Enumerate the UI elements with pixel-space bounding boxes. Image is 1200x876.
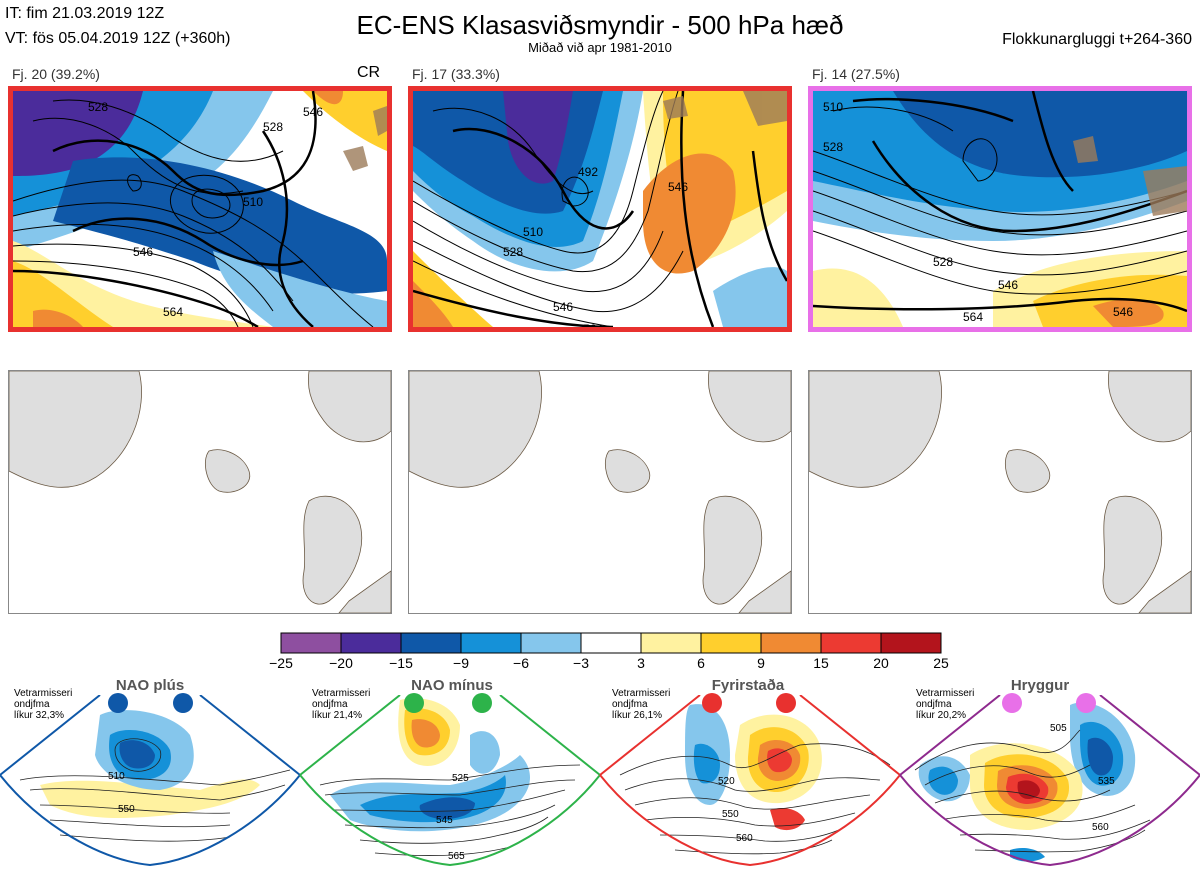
colorbar-swatches [280,632,942,654]
colorbar-swatch [400,632,462,654]
colorbar-swatch [520,632,582,654]
regime-2-contour: 565 [448,851,465,862]
contour-label: 510 [823,100,843,114]
regime-title-blocking: Fyrirstaða [711,677,785,694]
regime-map-nao-minus [299,694,602,867]
regime-map-nao-plus [0,694,302,867]
contour-label: 528 [503,245,523,259]
regime-3-contour: 520 [718,776,735,787]
contour-label: 510 [523,225,543,239]
regime-1-contour: 510 [108,771,125,782]
panel-3-label: Fj. 14 (27.5%) [812,66,900,82]
contour-label: 528 [88,100,108,114]
colorbar-tick-label: −3 [573,655,589,671]
regime-2-contour: 545 [436,815,453,826]
regime-dot [776,693,796,713]
regime-dot [702,693,722,713]
regime-4-contour: 560 [1092,822,1109,833]
contour-label: 546 [133,245,153,259]
colorbar-swatch [280,632,342,654]
colorbar-tick-label: −20 [329,655,353,671]
contour-label: 564 [163,305,183,319]
panel-1-tag: CR [357,64,381,81]
basemap-2 [408,370,792,614]
colorbar-tick-label: 15 [813,655,829,671]
contour-label: 528 [933,255,953,269]
regime-info-nao-plus: Vetrarmisseri ondjfma líkur 32,3% [14,688,73,721]
panel-1-label: Fj. 20 (39.2%) [12,66,100,82]
colorbar-tick-label: −6 [513,655,529,671]
cluster-map-3: 510 528 546 564 528 546 [808,86,1192,332]
page-subtitle: Miðað við apr 1981-2010 [528,40,672,55]
regime-3-contour: 550 [722,809,739,820]
regime-dot [404,693,424,713]
panel-2-label: Fj. 17 (33.3%) [412,66,500,82]
basemap-1 [8,370,392,614]
contour-label: 546 [553,300,573,314]
regime-map-blocking [599,694,902,867]
regime-info-nao-minus: Vetrarmisseri ondjfma líkur 21,4% [312,688,371,721]
colorbar-swatch [460,632,522,654]
contour-label: 564 [963,310,983,324]
colorbar-tick-label: 25 [933,655,949,671]
regime-dot [173,693,193,713]
regime-info-blocking: Vetrarmisseri ondjfma líkur 26,1% [612,688,671,721]
regime-title-ridge: Hryggur [1010,677,1070,694]
contour-label: 546 [998,278,1018,292]
colorbar-swatch [760,632,822,654]
colorbar-swatch [820,632,882,654]
colorbar-swatch [580,632,642,654]
colorbar-tick-label: 9 [757,655,765,671]
contour-label: 546 [303,105,323,119]
regime-4-contour: 535 [1098,776,1115,787]
regime-title-nao-plus: NAO plús [115,677,185,694]
regime-dot [472,693,492,713]
classification-window: Flokkunargluggi t+264-360 [1002,31,1192,48]
colorbar-tick-label: 6 [697,655,705,671]
contour-label: 528 [823,140,843,154]
initial-time: IT: fim 21.03.2019 12Z [5,5,165,22]
regime-dot [1076,693,1096,713]
colorbar-swatch [880,632,942,654]
regime-dot [108,693,128,713]
cluster-map-1: 528 546 564 510 546 528 [8,86,392,332]
regime-row: 510 550 525 545 565 520 550 560 505 535 … [0,694,1200,871]
colorbar-swatch [640,632,702,654]
regime-3-contour: 560 [736,833,753,844]
regime-4-contour: 505 [1050,723,1067,734]
regime-map-ridge [899,694,1200,867]
colorbar-tick-label: −25 [269,655,293,671]
regime-title-nao-minus: NAO mínus [411,677,493,694]
colorbar [280,632,944,659]
regime-1-contour: 550 [118,804,135,815]
colorbar-swatch [700,632,762,654]
page-title: EC-ENS Klasasviðsmyndir - 500 hPa hæð [356,10,844,40]
contour-label: 546 [1113,305,1133,319]
regime-info-ridge: Vetrarmisseri ondjfma líkur 20,2% [916,688,975,721]
colorbar-swatch [340,632,402,654]
colorbar-tick-label: 20 [873,655,889,671]
contour-label: 564 [583,322,603,327]
colorbar-tick-label: −15 [389,655,413,671]
basemap-3 [808,370,1192,614]
regime-2-contour: 525 [452,773,469,784]
cluster-map-2: 492 510 528 546 564 546 [408,86,792,332]
regime-dot [1002,693,1022,713]
contour-label: 546 [668,180,688,194]
valid-time: VT: fös 05.04.2019 12Z (+360h) [5,30,231,47]
contour-label: 510 [243,195,263,209]
colorbar-tick-label: −9 [453,655,469,671]
colorbar-tick-label: 3 [637,655,645,671]
contour-label: 528 [263,120,283,134]
contour-label: 492 [578,165,598,179]
